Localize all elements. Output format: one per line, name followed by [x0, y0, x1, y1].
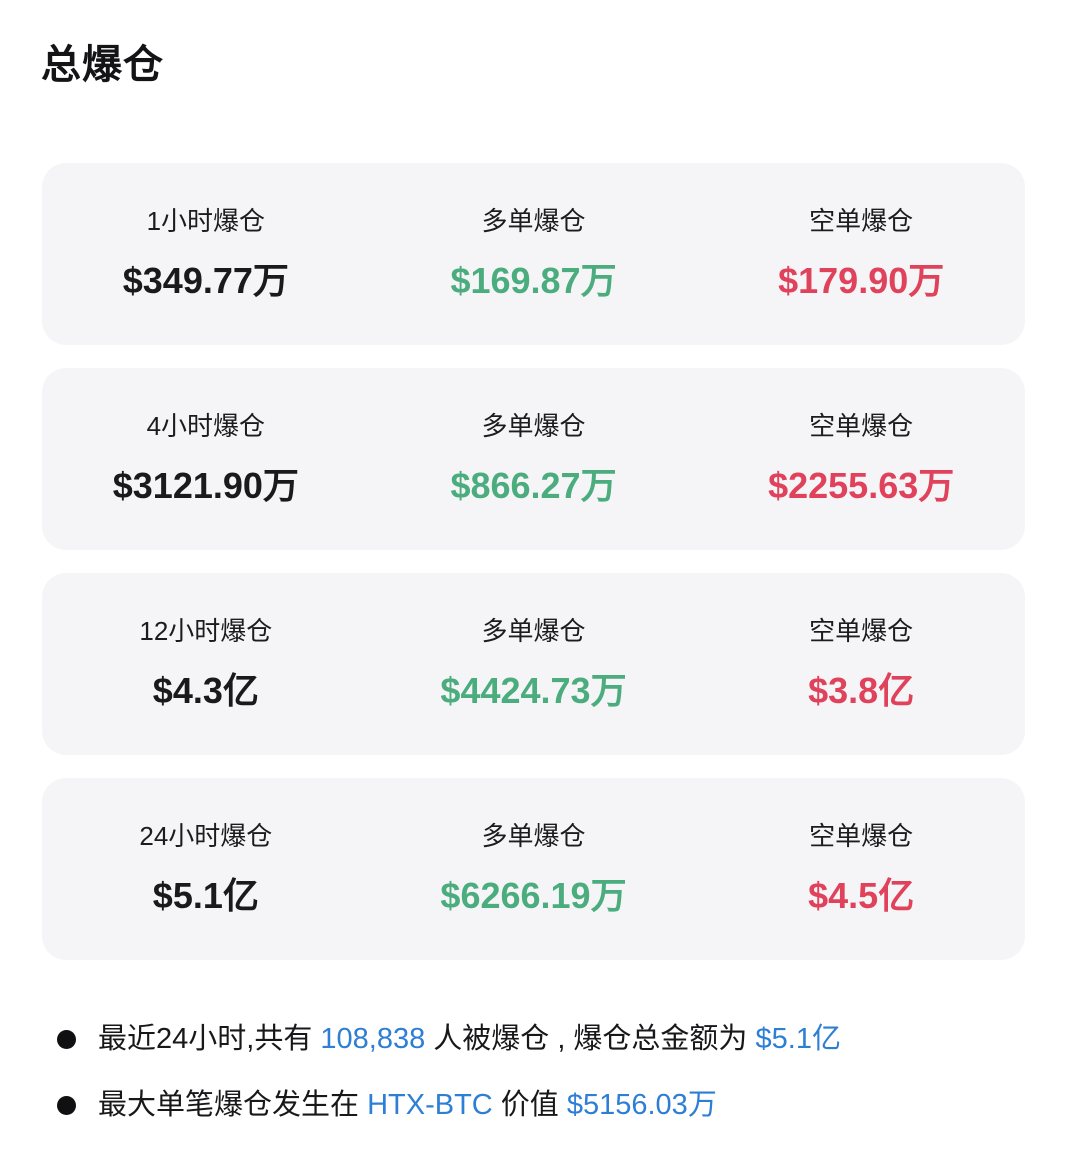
note-24h-summary: 最近24小时,共有 108,838 人被爆仓 , 爆仓总金额为 $5.1亿 — [57, 1020, 1073, 1058]
short-column: 空单爆仓 $179.90万 — [697, 204, 1025, 304]
total-liquidation-value: $3121.90万 — [112, 465, 299, 506]
short-liquidation-label: 空单爆仓 — [809, 821, 914, 851]
period-label: 4小时爆仓 — [146, 411, 266, 441]
period-label: 24小时爆仓 — [139, 821, 273, 851]
liquidation-cards: 1小时爆仓 $349.77万 多单爆仓 $169.87万 空单爆仓 $179.9… — [42, 163, 1025, 960]
total-liquidation-value: $5.1亿 — [152, 875, 259, 916]
note-text: 最大单笔爆仓发生在 HTX-BTC 价值 $5156.03万 — [98, 1086, 717, 1124]
liquidation-card-4h: 4小时爆仓 $3121.90万 多单爆仓 $866.27万 空单爆仓 $2255… — [42, 368, 1025, 550]
total-liquidation-amount-link[interactable]: $5.1亿 — [755, 1023, 841, 1055]
total-column: 4小时爆仓 $3121.90万 — [42, 409, 370, 509]
long-liquidation-label: 多单爆仓 — [481, 411, 586, 441]
liquidation-card-24h: 24小时爆仓 $5.1亿 多单爆仓 $6266.19万 空单爆仓 $4.5亿 — [42, 778, 1025, 960]
long-column: 多单爆仓 $169.87万 — [370, 204, 698, 304]
liquidation-card-1h: 1小时爆仓 $349.77万 多单爆仓 $169.87万 空单爆仓 $179.9… — [42, 163, 1025, 345]
long-column: 多单爆仓 $866.27万 — [370, 409, 698, 509]
long-liquidation-label: 多单爆仓 — [481, 616, 586, 646]
long-column: 多单爆仓 $6266.19万 — [370, 819, 698, 919]
short-liquidation-label: 空单爆仓 — [809, 411, 914, 441]
short-column: 空单爆仓 $3.8亿 — [697, 614, 1025, 714]
short-column: 空单爆仓 $4.5亿 — [697, 819, 1025, 919]
note-largest-liquidation: 最大单笔爆仓发生在 HTX-BTC 价值 $5156.03万 — [57, 1086, 1073, 1124]
note-segment: 人被爆仓 , 爆仓总金额为 — [425, 1023, 756, 1055]
note-text: 最近24小时,共有 108,838 人被爆仓 , 爆仓总金额为 $5.1亿 — [98, 1020, 841, 1058]
short-liquidation-label: 空单爆仓 — [809, 206, 914, 236]
liquidation-dashboard: 总爆仓 1小时爆仓 $349.77万 多单爆仓 $169.87万 空单爆仓 $1… — [0, 42, 1073, 1124]
note-segment: 价值 — [492, 1089, 567, 1121]
summary-notes: 最近24小时,共有 108,838 人被爆仓 , 爆仓总金额为 $5.1亿 最大… — [57, 1020, 1073, 1124]
period-label: 12小时爆仓 — [139, 616, 273, 646]
long-liquidation-label: 多单爆仓 — [481, 206, 586, 236]
total-column: 12小时爆仓 $4.3亿 — [42, 614, 370, 714]
note-segment: 最近24小时,共有 — [98, 1023, 321, 1055]
long-liquidation-value: $6266.19万 — [440, 875, 627, 916]
period-label: 1小时爆仓 — [146, 206, 266, 236]
long-column: 多单爆仓 $4424.73万 — [370, 614, 698, 714]
short-liquidation-value: $179.90万 — [778, 260, 945, 301]
liquidated-people-count-link[interactable]: 108,838 — [320, 1023, 426, 1055]
liquidation-card-12h: 12小时爆仓 $4.3亿 多单爆仓 $4424.73万 空单爆仓 $3.8亿 — [42, 573, 1025, 755]
total-column: 24小时爆仓 $5.1亿 — [42, 819, 370, 919]
short-liquidation-value: $4.5亿 — [808, 875, 915, 916]
short-liquidation-label: 空单爆仓 — [809, 616, 914, 646]
long-liquidation-value: $866.27万 — [450, 465, 617, 506]
page-title: 总爆仓 — [41, 43, 164, 87]
note-segment: 最大单笔爆仓发生在 — [98, 1089, 368, 1121]
largest-liquidation-value-link[interactable]: $5156.03万 — [566, 1089, 717, 1121]
bullet-icon — [57, 1029, 76, 1049]
total-liquidation-value: $4.3亿 — [152, 670, 259, 711]
trading-pair-link[interactable]: HTX-BTC — [367, 1089, 493, 1121]
short-column: 空单爆仓 $2255.63万 — [697, 409, 1025, 509]
short-liquidation-value: $2255.63万 — [768, 465, 955, 506]
total-liquidation-value: $349.77万 — [122, 260, 289, 301]
long-liquidation-value: $4424.73万 — [440, 670, 627, 711]
bullet-icon — [57, 1095, 76, 1115]
short-liquidation-value: $3.8亿 — [808, 670, 915, 711]
total-column: 1小时爆仓 $349.77万 — [42, 204, 370, 304]
long-liquidation-label: 多单爆仓 — [481, 821, 586, 851]
long-liquidation-value: $169.87万 — [450, 260, 617, 301]
